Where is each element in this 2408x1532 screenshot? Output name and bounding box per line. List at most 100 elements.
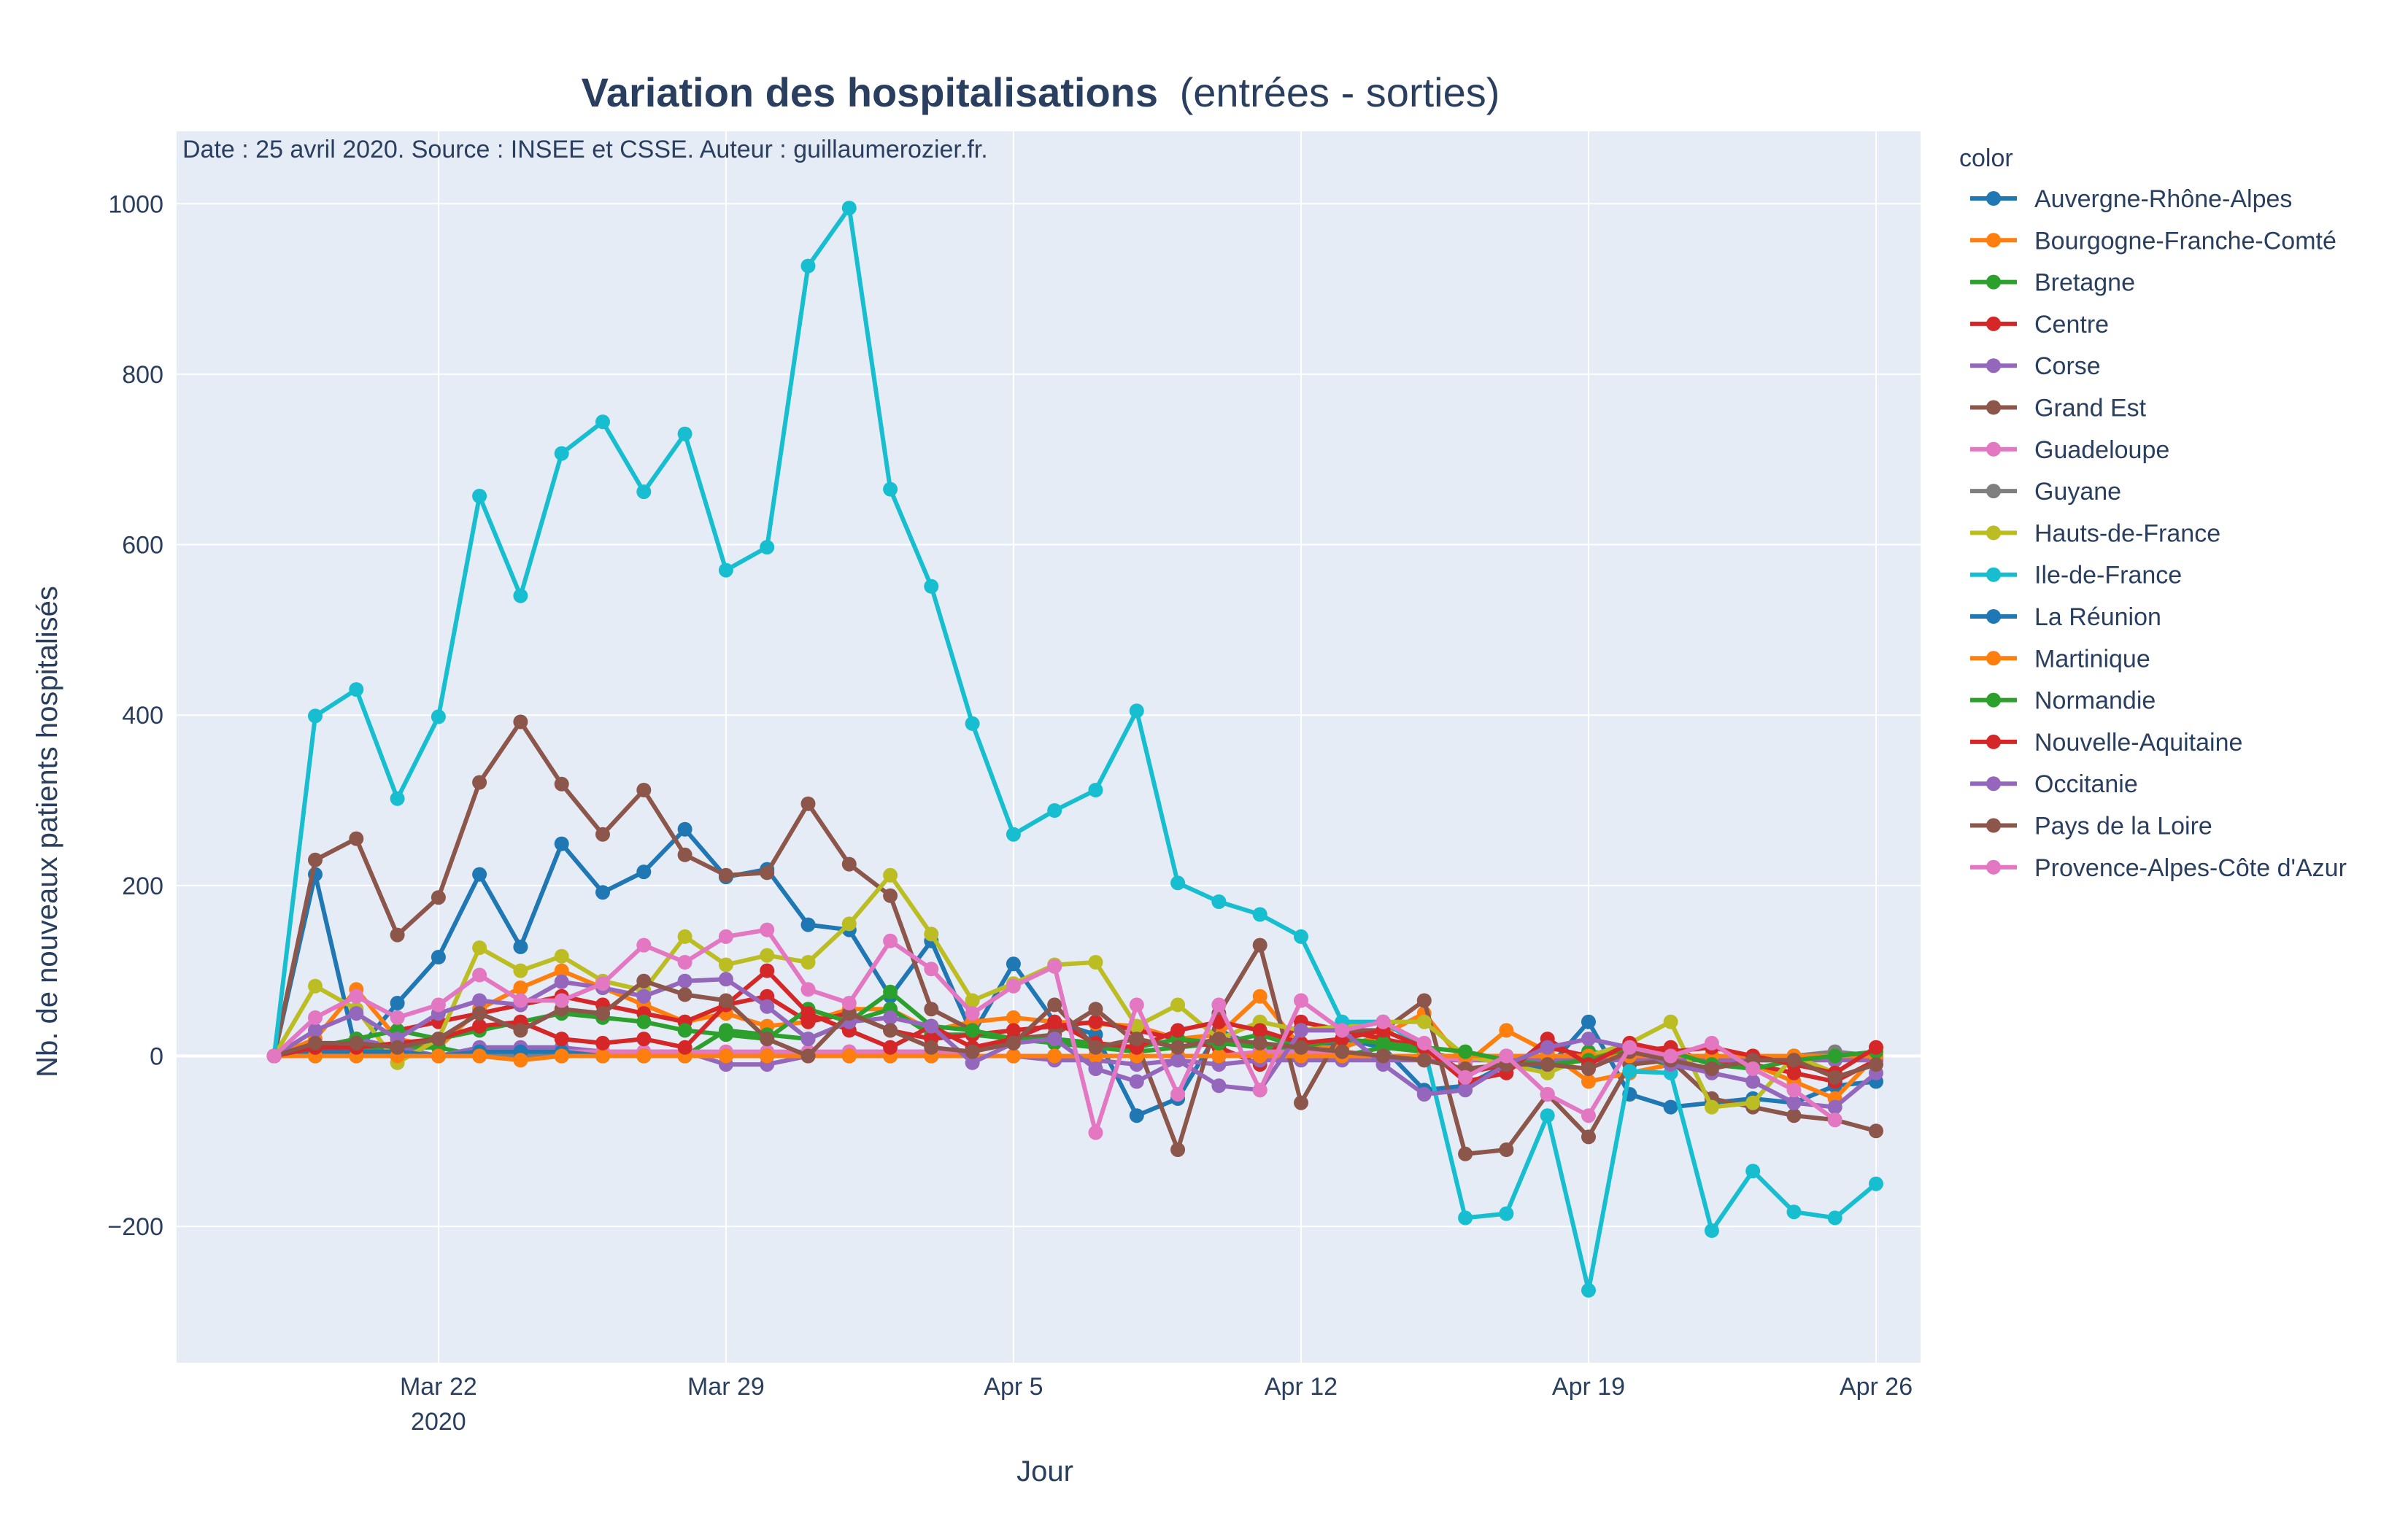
data-point xyxy=(924,1002,939,1017)
legend-item[interactable]: Bretagne xyxy=(1970,269,2135,297)
legend-item[interactable]: Occitanie xyxy=(1970,770,2138,798)
legend-item[interactable]: Normandie xyxy=(1970,687,2156,715)
data-point xyxy=(472,775,487,790)
data-point xyxy=(595,1035,610,1051)
data-point xyxy=(390,996,405,1010)
legend-item[interactable]: Corse xyxy=(1970,352,2101,380)
data-point xyxy=(1088,1040,1103,1055)
data-point xyxy=(1745,1164,1761,1179)
series-lines xyxy=(266,201,1883,1298)
data-point xyxy=(1170,1087,1186,1102)
data-point xyxy=(1786,1204,1802,1220)
data-point xyxy=(924,926,939,942)
data-point xyxy=(1088,1002,1103,1017)
data-point xyxy=(718,867,733,883)
data-point xyxy=(1088,1061,1103,1076)
legend-label: Auvergne-Rhône-Alpes xyxy=(2034,185,2292,213)
data-point xyxy=(554,446,569,461)
data-point xyxy=(1047,1014,1062,1029)
legend-item[interactable]: Guyane xyxy=(1970,478,2121,506)
data-point xyxy=(513,963,528,978)
data-point xyxy=(554,993,569,1008)
legend-item[interactable]: Provence-Alpes-Côte d'Azur xyxy=(1970,854,2347,882)
data-point xyxy=(1170,875,1186,891)
legend-item[interactable]: Ile-de-France xyxy=(1970,562,2182,589)
data-point xyxy=(1129,1032,1144,1047)
data-point xyxy=(1294,993,1308,1008)
series-provence-alpes-c-te-d-azur xyxy=(266,922,1842,1140)
data-point xyxy=(841,856,857,872)
x-tick-label: Apr 26 xyxy=(1840,1373,1913,1401)
legend-item[interactable]: Pays de la Loire xyxy=(1970,813,2212,840)
chart-title-suffix: (entrées - sorties) xyxy=(1180,69,1500,115)
x-tick-label: Mar 22 xyxy=(400,1373,477,1401)
x-tick-label: Apr 19 xyxy=(1552,1373,1625,1401)
data-point xyxy=(1416,1014,1432,1029)
x-tick-label: Mar 29 xyxy=(687,1373,765,1401)
data-point xyxy=(718,1048,733,1064)
data-point xyxy=(1745,1074,1761,1089)
data-point xyxy=(800,796,816,811)
data-point xyxy=(1088,1125,1103,1140)
plot-background xyxy=(177,131,1921,1363)
y-tick-label: 800 xyxy=(122,361,163,389)
legend-item[interactable]: Grand Est xyxy=(1970,395,2147,422)
legend-label: Ile-de-France xyxy=(2034,562,2182,589)
data-point xyxy=(1170,1023,1186,1038)
data-point xyxy=(1006,827,1021,842)
y-tick-label: 1000 xyxy=(108,190,163,218)
legend-marker xyxy=(1986,441,2001,457)
y-tick-label: 200 xyxy=(122,873,163,900)
data-point xyxy=(308,1035,323,1051)
data-point xyxy=(1827,1210,1842,1226)
legend-marker xyxy=(1986,567,2001,582)
legend-marker xyxy=(1986,609,2001,624)
data-point xyxy=(390,927,405,943)
legend-item[interactable]: Nouvelle-Aquitaine xyxy=(1970,729,2242,757)
legend-marker xyxy=(1986,358,2001,374)
data-point xyxy=(1704,1223,1719,1238)
data-point xyxy=(1827,1048,1842,1064)
data-point xyxy=(760,989,775,1004)
legend-item[interactable]: Martinique xyxy=(1970,645,2150,673)
legend-label: Martinique xyxy=(2034,645,2150,673)
legend-marker xyxy=(1986,776,2001,792)
data-point xyxy=(1047,1032,1062,1047)
data-point xyxy=(800,1006,816,1021)
data-point xyxy=(1540,1040,1555,1055)
y-tick-label: 600 xyxy=(122,532,163,560)
data-point xyxy=(800,917,816,932)
data-point xyxy=(431,950,446,964)
legend-label: Centre xyxy=(2034,311,2109,338)
data-point xyxy=(1294,1095,1308,1110)
data-point xyxy=(1294,929,1308,944)
data-point xyxy=(1458,1146,1473,1161)
data-point xyxy=(595,976,610,991)
data-point xyxy=(883,867,898,883)
legend-item[interactable]: Guadeloupe xyxy=(1970,436,2169,464)
data-point xyxy=(349,989,364,1004)
data-point xyxy=(718,993,733,1008)
data-point xyxy=(718,957,733,972)
legend-label: Normandie xyxy=(2034,687,2156,715)
data-point xyxy=(677,987,692,1002)
legend-item[interactable]: La Réunion xyxy=(1970,603,2161,631)
data-point xyxy=(677,821,692,837)
legend-marker xyxy=(1986,651,2001,666)
series-line xyxy=(273,978,1877,1080)
data-point xyxy=(636,1014,652,1029)
data-point xyxy=(1827,1113,1842,1128)
data-point xyxy=(554,776,569,792)
data-point xyxy=(1581,1074,1596,1089)
data-point xyxy=(390,1010,405,1025)
data-point xyxy=(1581,1032,1596,1047)
data-point xyxy=(883,1040,898,1055)
legend-item[interactable]: Centre xyxy=(1970,311,2109,338)
axis-ticks: 1000 800 600 400 200 0 −200 Mar 22 2020 Mar 29 Apr… xyxy=(107,190,1913,1436)
legend-item[interactable]: Auvergne-Rhône-Alpes xyxy=(1970,185,2292,213)
data-point xyxy=(800,1048,816,1064)
legend-item[interactable]: Bourgogne-Franche-Comté xyxy=(1970,227,2336,255)
legend-item[interactable]: Hauts-de-France xyxy=(1970,519,2220,547)
data-point xyxy=(636,937,652,953)
